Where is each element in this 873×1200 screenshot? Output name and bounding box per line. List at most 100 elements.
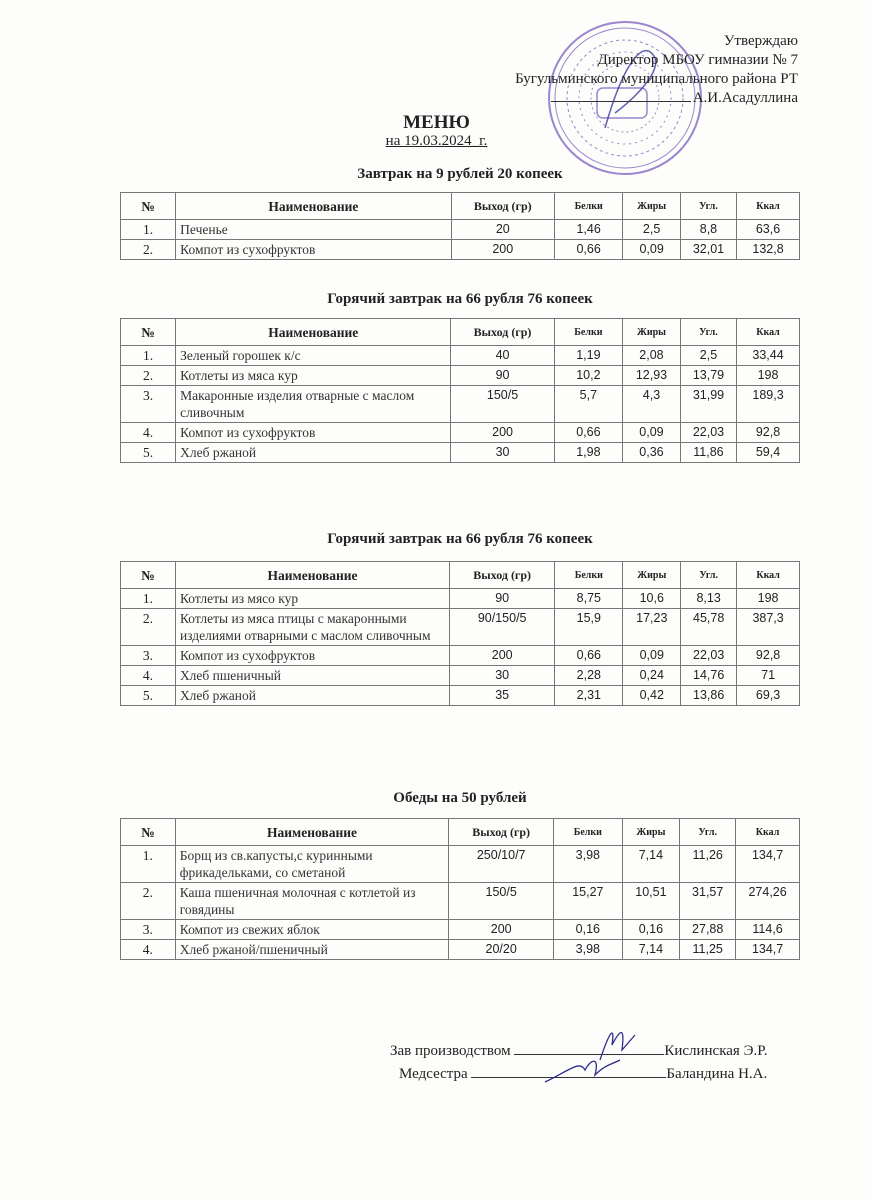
table-row: 5. Хлеб ржаной 30 1,98 0,36 11,86 59,4 xyxy=(119,442,800,463)
table-cell: 11,26 xyxy=(679,845,737,883)
column-header: № xyxy=(120,561,176,589)
table-row: 3. Макаронные изделия отварные с маслом с… xyxy=(119,385,800,423)
column-header: Ккал xyxy=(736,561,800,589)
table-cell: 11,25 xyxy=(679,939,737,960)
table-cell: 0,66 xyxy=(553,422,624,443)
section-title: Завтрак на 9 рублей 20 копеек xyxy=(357,166,563,182)
approval-position: Директор МБОУ гимназии № 7 xyxy=(597,52,798,68)
page-title: МЕНЮ xyxy=(403,112,470,133)
table-cell: Котлеты из мясо кур xyxy=(174,588,451,609)
table-row: 5. Хлеб ржаной 35 2,31 0,42 13,86 69,3 xyxy=(120,685,800,706)
section-title: Обеды на 50 рублей xyxy=(393,790,527,806)
table-cell: 2. xyxy=(119,239,177,260)
table-cell: Компот из сухофруктов xyxy=(174,645,451,666)
column-header: Белки xyxy=(554,561,624,589)
table-cell: Компот из свежих яблок xyxy=(174,919,450,940)
table-cell: 1. xyxy=(120,588,176,609)
table-cell: Котлеты из мяса птицы с макаронными изде… xyxy=(174,608,451,646)
approval-label: Утверждаю xyxy=(723,33,798,49)
table-cell: 2. xyxy=(120,608,176,646)
column-header: Угл. xyxy=(679,318,738,346)
table-cell: 22,03 xyxy=(679,422,738,443)
table-cell: 10,51 xyxy=(621,882,681,920)
table-cell: 10,6 xyxy=(622,588,682,609)
column-header: Ккал xyxy=(736,192,800,220)
table-cell: 200 xyxy=(448,919,555,940)
table-cell: 0,66 xyxy=(554,645,624,666)
table-cell: 200 xyxy=(450,422,555,443)
table-cell: 3. xyxy=(120,919,176,940)
table-cell: 3. xyxy=(120,645,176,666)
table-cell: 20 xyxy=(450,219,555,240)
table-cell: 20/20 xyxy=(448,939,555,960)
column-header: Жиры xyxy=(621,818,681,846)
table-cell: 5. xyxy=(120,685,176,706)
table-cell: 1. xyxy=(119,219,177,240)
table-cell: 2,5 xyxy=(679,345,738,366)
official-stamp xyxy=(545,18,705,183)
signature-name: Баландина Н.А. xyxy=(666,1066,768,1082)
table-cell: 0,66 xyxy=(553,239,624,260)
table-row: 3. Компот из сухофруктов 200 0,66 0,09 22,03 9… xyxy=(120,645,800,666)
table-cell: 150/5 xyxy=(448,882,555,920)
table-header-row: № Наименование Выход (гр) Белки Жиры Угл. Ккал xyxy=(120,561,800,589)
table-cell: 2. xyxy=(119,365,177,386)
table-cell: Хлеб ржаной/пшеничный xyxy=(174,939,450,960)
table-cell: 13,86 xyxy=(680,685,738,706)
table-cell: 1,98 xyxy=(553,442,624,463)
table-cell: 0,36 xyxy=(622,442,681,463)
table-cell: 15,27 xyxy=(553,882,623,920)
table-cell: 27,88 xyxy=(679,919,737,940)
column-header: Ккал xyxy=(735,818,800,846)
table-cell: 8,8 xyxy=(679,219,738,240)
table-row: 1. Печенье 20 1,46 2,5 8,8 63,6 xyxy=(119,219,800,240)
table-cell: 4. xyxy=(119,422,177,443)
table-cell: 250/10/7 xyxy=(448,845,555,883)
table-cell: 0,24 xyxy=(622,665,682,686)
table-cell: 32,01 xyxy=(679,239,738,260)
table-cell: 22,03 xyxy=(680,645,738,666)
section-title: Горячий завтрак на 66 рубля 76 копеек xyxy=(327,291,593,307)
menu-table: № Наименование Выход (гр) Белки Жиры Угл. Ккал… xyxy=(120,818,800,960)
menu-table: № Наименование Выход (гр) Белки Жиры Угл. Ккал… xyxy=(119,318,800,463)
table-cell: 2,31 xyxy=(554,685,624,706)
table-cell: 0,09 xyxy=(622,422,681,443)
table-cell: 1. xyxy=(120,845,176,883)
signature-line xyxy=(550,101,691,102)
table-row: 2. Компот из сухофруктов 200 0,66 0,09 32,01 1… xyxy=(119,239,800,260)
table-cell: Каша пшеничная молочная с котлетой из го… xyxy=(174,882,450,920)
table-header-row: № Наименование Выход (гр) Белки Жиры Угл. Ккал xyxy=(120,818,800,846)
table-cell: 90/150/5 xyxy=(449,608,556,646)
column-header: Белки xyxy=(553,818,623,846)
table-row: 1. Зеленый горошек к/с 40 1,19 2,08 2,5 33,44 xyxy=(119,345,800,366)
table-cell: Зеленый горошек к/с xyxy=(175,345,452,366)
table-cell: 0,09 xyxy=(622,645,682,666)
table-cell: 8,75 xyxy=(554,588,624,609)
table-cell: 274,26 xyxy=(735,882,800,920)
menu-date: на 19.03.2024_г. xyxy=(0,133,873,150)
table-cell: 2,08 xyxy=(622,345,681,366)
signature-line xyxy=(514,1054,665,1055)
column-header: Выход (гр) xyxy=(449,561,556,589)
table-cell: 14,76 xyxy=(680,665,738,686)
table-cell: 3. xyxy=(119,385,177,423)
table-cell: 0,09 xyxy=(622,239,681,260)
column-header: Угл. xyxy=(680,561,738,589)
table-cell: 3,98 xyxy=(553,939,623,960)
approval-organization: Бугульминского муниципального района РТ xyxy=(515,71,798,87)
table-row: 4. Хлеб ржаной/пшеничный 20/20 3,98 7,14 11,2… xyxy=(120,939,800,960)
table-cell: 134,7 xyxy=(735,939,800,960)
menu-table: № Наименование Выход (гр) Белки Жиры Угл. Ккал… xyxy=(120,561,800,706)
table-cell: 0,16 xyxy=(553,919,623,940)
table-cell: 45,78 xyxy=(680,608,738,646)
table-row: 4. Компот из сухофруктов 200 0,66 0,09 22,03 9… xyxy=(119,422,800,443)
column-header: № xyxy=(119,318,177,346)
handwritten-signatures xyxy=(544,1031,636,1083)
table-cell: Борщ из св.капусты,с куринными фрикадель… xyxy=(174,845,450,883)
table-cell: 2,5 xyxy=(622,219,681,240)
signature-role: Зав производством xyxy=(390,1043,511,1059)
menu-table: № Наименование Выход (гр) Белки Жиры Угл. Ккал… xyxy=(119,192,800,260)
table-cell: 387,3 xyxy=(736,608,800,646)
table-cell: 63,6 xyxy=(736,219,800,240)
table-cell: 92,8 xyxy=(736,422,800,443)
